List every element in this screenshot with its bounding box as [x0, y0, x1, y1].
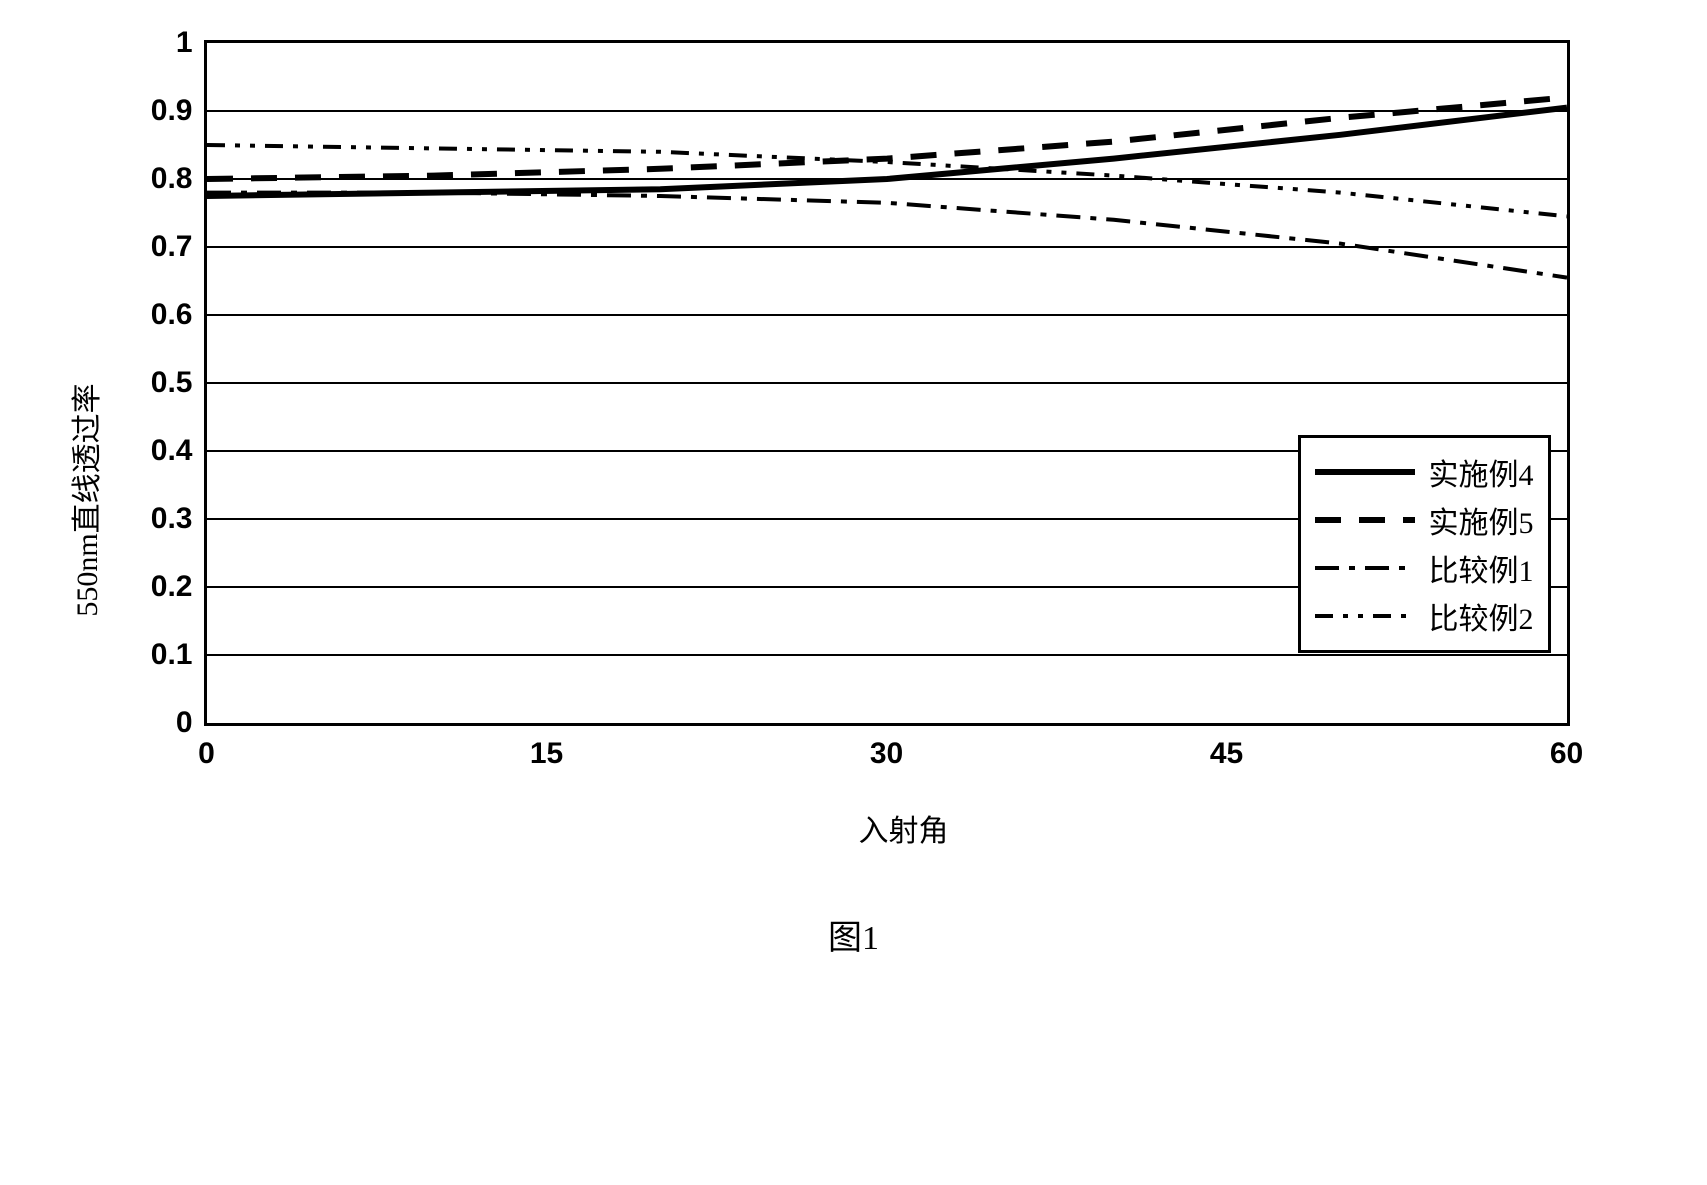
legend-label: 实施例5 [1429, 498, 1534, 542]
legend-swatch [1315, 604, 1415, 628]
y-tick-label: 0 [176, 706, 193, 740]
figure-caption: 图1 [104, 910, 1604, 959]
legend-row-ex4: 实施例4 [1315, 450, 1534, 494]
x-tick-label: 30 [870, 737, 903, 771]
legend-swatch [1315, 556, 1415, 580]
legend-label: 比较例2 [1429, 594, 1534, 638]
plot-area: 00.10.20.30.40.50.60.70.80.91015304560实施… [204, 40, 1570, 726]
legend: 实施例4实施例5比较例1比较例2 [1298, 435, 1551, 653]
x-axis-label: 入射角 [204, 806, 1604, 850]
legend-row-ex5: 实施例5 [1315, 498, 1534, 542]
y-tick-label: 0.8 [151, 162, 193, 196]
y-tick-label: 0.7 [151, 230, 193, 264]
y-tick-label: 0.3 [151, 502, 193, 536]
legend-row-cmp1: 比较例1 [1315, 546, 1534, 590]
x-tick-label: 0 [198, 737, 215, 771]
legend-swatch [1315, 508, 1415, 532]
x-tick-label: 60 [1550, 737, 1583, 771]
y-tick-label: 0.5 [151, 366, 193, 400]
y-tick-label: 0.9 [151, 94, 193, 128]
x-tick-label: 45 [1210, 737, 1243, 771]
legend-row-cmp2: 比较例2 [1315, 594, 1534, 638]
y-axis-label: 550nm直线透过率 [62, 383, 106, 616]
series-cmp1 [207, 193, 1567, 278]
legend-label: 比较例1 [1429, 546, 1534, 590]
chart-container: 550nm直线透过率 00.10.20.30.40.50.60.70.80.91… [104, 40, 1604, 959]
legend-label: 实施例4 [1429, 450, 1534, 494]
y-tick-label: 0.4 [151, 434, 193, 468]
plot-wrap: 00.10.20.30.40.50.60.70.80.91015304560实施… [204, 40, 1604, 850]
y-tick-label: 0.6 [151, 298, 193, 332]
y-tick-label: 0.2 [151, 570, 193, 604]
legend-swatch [1315, 460, 1415, 484]
series-ex4 [207, 108, 1567, 196]
series-ex5 [207, 97, 1567, 179]
y-tick-label: 1 [176, 26, 193, 60]
y-tick-label: 0.1 [151, 638, 193, 672]
x-tick-label: 15 [530, 737, 563, 771]
